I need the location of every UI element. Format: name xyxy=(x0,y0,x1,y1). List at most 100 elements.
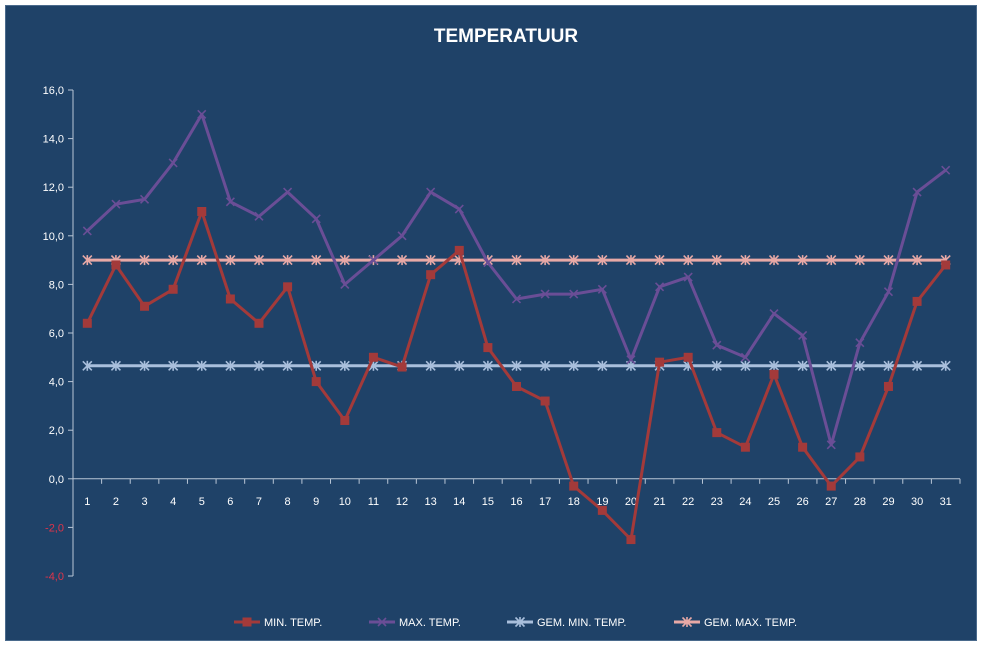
data-point-max-temp xyxy=(855,338,865,348)
data-point-min-temp xyxy=(197,207,207,216)
data-point-max-temp xyxy=(569,289,579,299)
data-point-gem-min-temp xyxy=(482,360,493,371)
y-tick-label: 10,0 xyxy=(43,231,64,243)
x-tick-label: 18 xyxy=(568,496,580,508)
x-tick-label: 27 xyxy=(825,496,837,508)
data-point-max-temp xyxy=(454,204,464,214)
legend-item-min-temp: MIN. TEMP. xyxy=(234,617,322,629)
data-point-max-temp xyxy=(511,294,522,304)
series-gem-min-temp xyxy=(82,360,951,371)
data-point-gem-min-temp xyxy=(854,360,865,371)
x-tick-label: 3 xyxy=(141,496,147,508)
legend-swatch-marker xyxy=(242,617,252,627)
data-point-gem-max-temp xyxy=(597,255,608,266)
data-point-max-temp xyxy=(82,226,92,236)
data-point-max-temp xyxy=(540,289,550,299)
data-point-gem-min-temp xyxy=(110,360,121,371)
data-point-gem-max-temp xyxy=(82,255,93,266)
data-point-gem-max-temp xyxy=(225,255,236,266)
y-tick-label: -2,0 xyxy=(45,522,64,534)
data-point-min-temp xyxy=(426,270,436,280)
data-point-gem-min-temp xyxy=(282,360,293,371)
x-tick-label: 21 xyxy=(653,496,665,508)
x-tick-label: 12 xyxy=(396,496,408,508)
data-point-min-temp xyxy=(540,396,550,406)
data-point-max-temp xyxy=(225,197,235,207)
data-point-min-temp xyxy=(597,505,607,515)
data-point-gem-max-temp xyxy=(912,255,923,266)
x-tick-label: 8 xyxy=(285,496,291,508)
x-tick-label: 7 xyxy=(256,496,262,508)
data-point-max-temp xyxy=(368,255,379,265)
series-layer xyxy=(82,109,951,545)
y-tick-label: 16,0 xyxy=(43,85,64,97)
data-point-gem-max-temp xyxy=(625,255,637,266)
data-point-min-temp xyxy=(655,357,665,367)
data-point-gem-max-temp xyxy=(883,255,894,266)
legend-swatch-marker xyxy=(377,617,387,627)
data-point-gem-min-temp xyxy=(253,360,265,371)
data-point-gem-min-temp xyxy=(826,360,837,371)
data-point-gem-min-temp xyxy=(597,360,608,371)
data-point-min-temp xyxy=(769,369,779,379)
x-tick-label: 24 xyxy=(739,496,751,508)
x-tick-label: 19 xyxy=(596,496,608,508)
x-tick-label: 6 xyxy=(227,496,233,508)
data-point-min-temp xyxy=(368,352,378,362)
data-point-max-temp xyxy=(111,199,121,209)
data-point-gem-min-temp xyxy=(740,360,751,371)
legend-label: GEM. MIN. TEMP. xyxy=(537,617,626,629)
legend-item-gem-max-temp: GEM. MAX. TEMP. xyxy=(674,616,797,629)
x-tick-label: 22 xyxy=(682,496,694,508)
data-point-max-temp xyxy=(769,308,779,319)
x-tick-label: 29 xyxy=(882,496,894,508)
series-gem-max-temp xyxy=(82,255,951,266)
data-point-gem-min-temp xyxy=(225,360,236,371)
x-tick-label: 17 xyxy=(539,496,551,508)
data-point-min-temp xyxy=(225,294,235,304)
data-point-min-temp xyxy=(483,343,493,353)
data-point-max-temp xyxy=(311,214,321,224)
data-point-max-temp xyxy=(597,284,607,294)
chart-title: TEMPERATUUR xyxy=(434,26,579,47)
data-point-max-temp xyxy=(168,158,178,168)
data-point-gem-min-temp xyxy=(568,360,579,371)
data-point-gem-max-temp xyxy=(139,255,150,266)
data-point-gem-min-temp xyxy=(425,360,436,371)
series-max-temp xyxy=(82,109,951,450)
data-point-min-temp xyxy=(912,296,922,306)
data-point-min-temp xyxy=(740,442,750,452)
data-point-max-temp xyxy=(397,231,407,241)
data-point-gem-max-temp xyxy=(768,255,780,266)
legend-item-gem-min-temp: GEM. MIN. TEMP. xyxy=(507,616,626,629)
data-point-max-temp xyxy=(740,352,750,362)
data-point-min-temp xyxy=(140,301,150,311)
data-point-gem-min-temp xyxy=(454,360,465,371)
data-point-max-temp xyxy=(798,330,808,340)
data-point-gem-max-temp xyxy=(683,255,694,266)
x-tick-label: 23 xyxy=(711,496,723,508)
data-point-gem-min-temp xyxy=(339,360,350,371)
y-tick-label: 0,0 xyxy=(49,474,64,486)
legend-label: GEM. MAX. TEMP. xyxy=(704,617,797,629)
data-point-min-temp xyxy=(111,260,121,270)
data-point-min-temp xyxy=(855,452,865,462)
y-tick-label: -4,0 xyxy=(45,571,64,583)
data-point-max-temp xyxy=(712,340,722,350)
x-tick-label: 10 xyxy=(339,496,351,508)
data-point-max-temp xyxy=(941,165,951,175)
data-point-gem-min-temp xyxy=(82,360,93,371)
data-point-gem-max-temp xyxy=(396,255,408,266)
data-point-gem-max-temp xyxy=(797,255,808,266)
data-point-min-temp xyxy=(454,245,464,255)
data-point-min-temp xyxy=(712,428,722,438)
data-point-gem-min-temp xyxy=(139,360,150,371)
x-tick-label: 16 xyxy=(510,496,522,508)
series-line-max-temp xyxy=(86,112,947,447)
x-tick-label: 25 xyxy=(768,496,780,508)
series-min-temp xyxy=(82,207,951,545)
data-point-gem-max-temp xyxy=(425,255,436,266)
data-point-gem-max-temp xyxy=(568,255,579,266)
axes: -4,0 -2,0 0,0 2,0 4,0 6,0 8,0 10,0 12,0 14,0 16,0 1… xyxy=(43,85,961,583)
data-point-gem-min-temp xyxy=(883,360,894,371)
